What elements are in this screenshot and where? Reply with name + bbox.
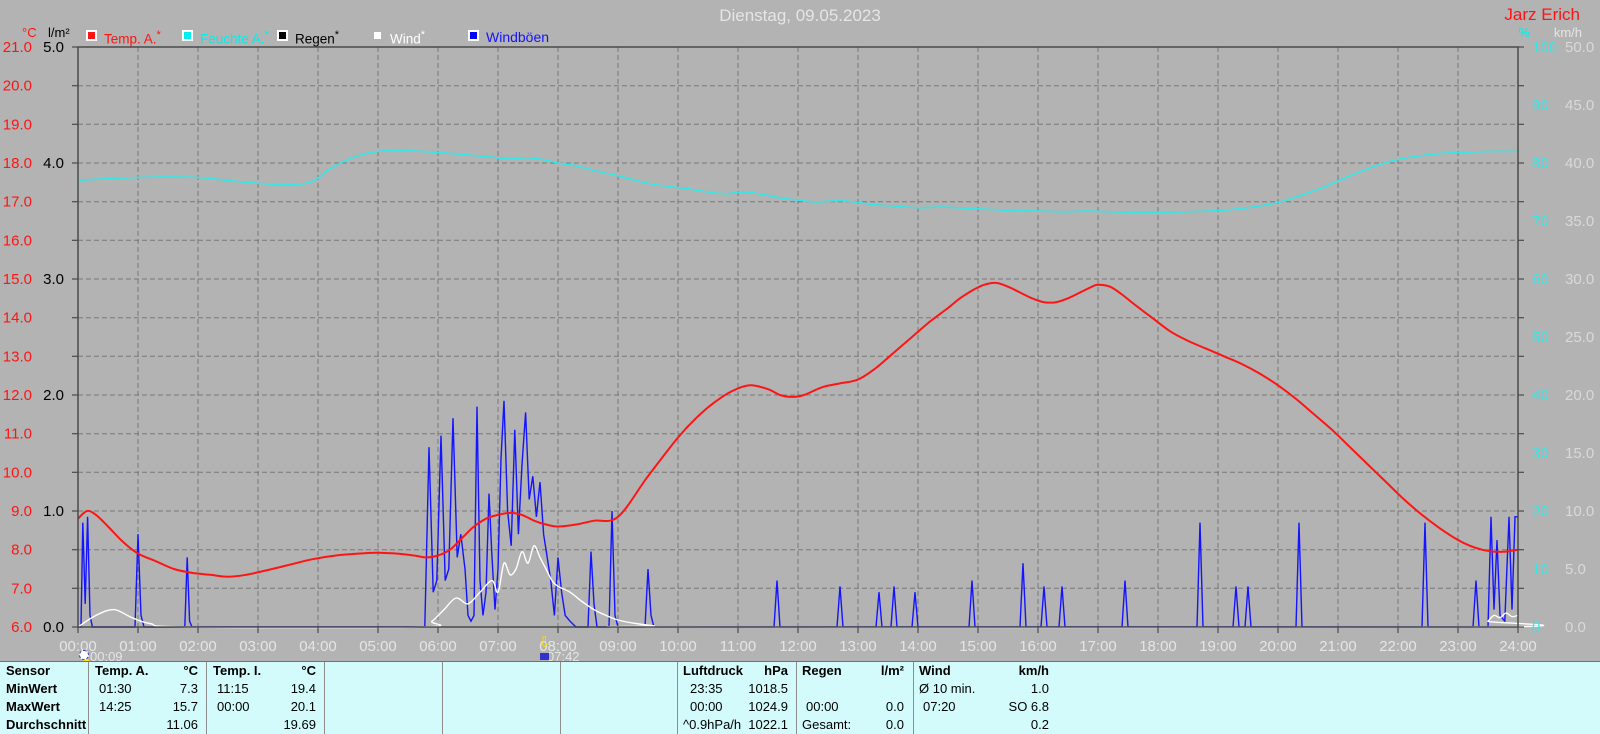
svg-text:12.0: 12.0 xyxy=(3,387,32,404)
svg-text:25.0: 25.0 xyxy=(1565,329,1594,346)
svg-text:01:00: 01:00 xyxy=(119,638,157,655)
svg-text:7.0: 7.0 xyxy=(11,580,32,597)
svg-text:20.0: 20.0 xyxy=(3,78,32,95)
svg-text:20.0: 20.0 xyxy=(1565,387,1594,404)
svg-text:14:00: 14:00 xyxy=(899,638,937,655)
svg-text:60: 60 xyxy=(1532,271,1549,288)
svg-text:09:00: 09:00 xyxy=(599,638,637,655)
svg-text:5.0: 5.0 xyxy=(1565,561,1586,578)
svg-text:4.0: 4.0 xyxy=(43,155,64,172)
svg-text:16.0: 16.0 xyxy=(3,232,32,249)
svg-text:13.0: 13.0 xyxy=(3,348,32,365)
svg-text:100: 100 xyxy=(1532,39,1557,56)
svg-text:9.0: 9.0 xyxy=(11,503,32,520)
svg-text:16:00: 16:00 xyxy=(1019,638,1057,655)
svg-text:40.0: 40.0 xyxy=(1565,155,1594,172)
svg-text:07:00: 07:00 xyxy=(479,638,517,655)
svg-text:22:00: 22:00 xyxy=(1379,638,1417,655)
svg-text:2.0: 2.0 xyxy=(43,387,64,404)
svg-text:20:00: 20:00 xyxy=(1259,638,1297,655)
svg-text:23:00: 23:00 xyxy=(1439,638,1477,655)
svg-text:15.0: 15.0 xyxy=(1565,445,1594,462)
svg-text:10:00: 10:00 xyxy=(659,638,697,655)
svg-text:14.0: 14.0 xyxy=(3,310,32,327)
svg-text:11.0: 11.0 xyxy=(4,426,32,443)
svg-text:18.0: 18.0 xyxy=(3,155,32,172)
svg-text:70: 70 xyxy=(1532,213,1549,230)
svg-text:15:00: 15:00 xyxy=(959,638,997,655)
svg-text:40: 40 xyxy=(1532,387,1549,404)
svg-text:05:00: 05:00 xyxy=(359,638,397,655)
svg-text:0.0: 0.0 xyxy=(43,619,64,636)
svg-text:24:00: 24:00 xyxy=(1499,638,1537,655)
svg-text:17.0: 17.0 xyxy=(3,194,32,211)
svg-text:80: 80 xyxy=(1532,155,1549,172)
svg-text:20: 20 xyxy=(1532,503,1549,520)
svg-text:11:00: 11:00 xyxy=(720,638,756,655)
svg-text:04:00: 04:00 xyxy=(299,638,337,655)
svg-text:50: 50 xyxy=(1532,329,1549,346)
svg-text:5.0: 5.0 xyxy=(43,39,64,56)
svg-text:13:00: 13:00 xyxy=(839,638,877,655)
svg-text:90: 90 xyxy=(1532,97,1549,114)
svg-text:06:00: 06:00 xyxy=(419,638,457,655)
svg-text:21:00: 21:00 xyxy=(1319,638,1357,655)
svg-text:3.0: 3.0 xyxy=(43,271,64,288)
svg-text:19.0: 19.0 xyxy=(3,116,32,133)
svg-text:21.0: 21.0 xyxy=(3,39,32,56)
svg-text:10: 10 xyxy=(1532,561,1549,578)
svg-text:19:00: 19:00 xyxy=(1199,638,1237,655)
svg-text:45.0: 45.0 xyxy=(1565,97,1594,114)
svg-text:12:00: 12:00 xyxy=(779,638,817,655)
svg-text:10.0: 10.0 xyxy=(1565,503,1594,520)
svg-text:6.0: 6.0 xyxy=(11,619,32,636)
svg-text:30.0: 30.0 xyxy=(1565,271,1594,288)
svg-text:35.0: 35.0 xyxy=(1565,213,1594,230)
svg-text:17:00: 17:00 xyxy=(1079,638,1117,655)
svg-text:03:00: 03:00 xyxy=(239,638,277,655)
svg-text:8.0: 8.0 xyxy=(11,542,32,559)
svg-text:1.0: 1.0 xyxy=(43,503,64,520)
svg-text:02:00: 02:00 xyxy=(179,638,217,655)
svg-text:15.0: 15.0 xyxy=(3,271,32,288)
svg-text:0: 0 xyxy=(1532,619,1540,636)
svg-text:0.0: 0.0 xyxy=(1565,619,1586,636)
svg-text:30: 30 xyxy=(1532,445,1549,462)
svg-text:50.0: 50.0 xyxy=(1565,39,1594,56)
svg-text:10.0: 10.0 xyxy=(3,464,32,481)
svg-text:18:00: 18:00 xyxy=(1139,638,1177,655)
